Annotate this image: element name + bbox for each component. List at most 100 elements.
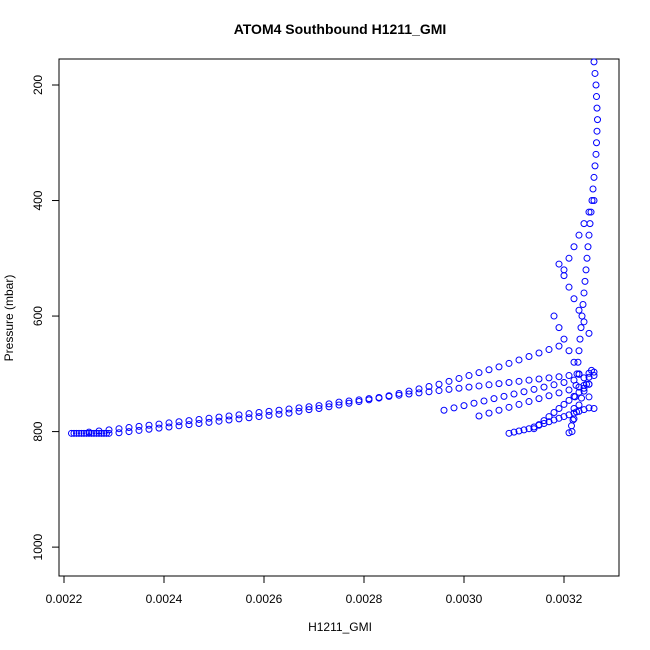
data-point (485, 366, 493, 374)
data-point (165, 423, 173, 431)
data-point (185, 421, 193, 429)
data-point (525, 425, 533, 433)
x-tick-label: 0.0030 (446, 592, 483, 606)
data-point (295, 404, 303, 412)
data-point (495, 363, 503, 371)
data-point (415, 389, 423, 397)
data-point (480, 397, 488, 405)
data-point (560, 378, 568, 386)
data-point (265, 407, 273, 415)
data-point (550, 312, 558, 320)
data-point (165, 419, 173, 427)
data-point (405, 390, 413, 398)
data-point (555, 404, 563, 412)
data-point (584, 243, 592, 251)
data-point (593, 127, 601, 135)
data-point (575, 388, 583, 396)
data-point (535, 349, 543, 357)
data-series (85, 368, 598, 436)
data-point (575, 347, 583, 355)
data-point (565, 386, 573, 394)
data-point (571, 393, 579, 401)
data-point (580, 374, 588, 382)
data-point (245, 414, 253, 422)
data-point (587, 208, 595, 216)
data-point (545, 374, 553, 382)
y-tick-label: 1000 (31, 533, 45, 560)
data-point (591, 69, 599, 77)
data-point (325, 403, 333, 411)
data-point (95, 429, 103, 437)
data-point (255, 409, 263, 417)
data-point (305, 406, 313, 414)
data-point (435, 380, 443, 388)
data-point (550, 409, 558, 417)
data-point (235, 411, 243, 419)
data-point (485, 409, 493, 417)
y-axis: 200 400 600 800 1000 (31, 75, 60, 560)
data-point (580, 289, 588, 297)
data-point (545, 413, 553, 421)
data-point (590, 58, 598, 66)
x-tick-label: 0.0022 (46, 592, 83, 606)
data-point (586, 220, 594, 228)
data-point (265, 411, 273, 419)
data-point (575, 401, 583, 409)
data-point (578, 394, 585, 402)
data-point (345, 397, 353, 405)
data-point (405, 387, 413, 395)
data-point (510, 428, 518, 436)
data-point (560, 400, 568, 408)
data-point (105, 429, 113, 437)
data-point (215, 417, 223, 425)
data-point (465, 383, 473, 391)
data-point (575, 231, 583, 239)
data-point (570, 415, 578, 423)
data-point (495, 406, 503, 414)
plot-area (68, 58, 601, 437)
x-axis-label: H1211_GMI (308, 620, 372, 634)
data-point (520, 426, 528, 434)
data-point (455, 374, 463, 382)
x-tick-label: 0.0024 (146, 592, 183, 606)
data-point (305, 403, 313, 411)
data-point (550, 381, 558, 389)
data-point (205, 414, 213, 422)
data-point (225, 416, 233, 424)
data-point (425, 383, 433, 391)
y-tick-label: 400 (31, 190, 45, 210)
data-point (560, 266, 568, 274)
data-point (275, 410, 283, 418)
data-point (145, 421, 153, 429)
data-point (515, 356, 523, 364)
data-point (520, 388, 528, 396)
data-point (555, 342, 563, 350)
data-point (589, 185, 597, 193)
data-point (590, 404, 598, 412)
data-point (535, 421, 543, 429)
data-point (485, 381, 493, 389)
data-point (577, 324, 585, 332)
data-point (555, 324, 563, 332)
data-point (315, 404, 323, 412)
data-point (540, 383, 548, 391)
data-point (345, 399, 353, 407)
data-point (385, 392, 393, 400)
data-point (560, 335, 568, 343)
data-point (588, 366, 595, 374)
data-point (185, 417, 193, 425)
data-point (510, 390, 518, 398)
data-point (540, 417, 548, 425)
data-point (569, 416, 577, 424)
data-point (460, 402, 468, 410)
data-point (583, 254, 591, 262)
data-point (335, 398, 343, 406)
data-point (505, 429, 513, 437)
data-point (445, 377, 453, 385)
data-point (135, 426, 143, 434)
data-point (425, 388, 433, 396)
data-point (565, 283, 573, 291)
data-point (565, 347, 573, 355)
data-point (445, 385, 453, 393)
data-point (593, 104, 601, 112)
